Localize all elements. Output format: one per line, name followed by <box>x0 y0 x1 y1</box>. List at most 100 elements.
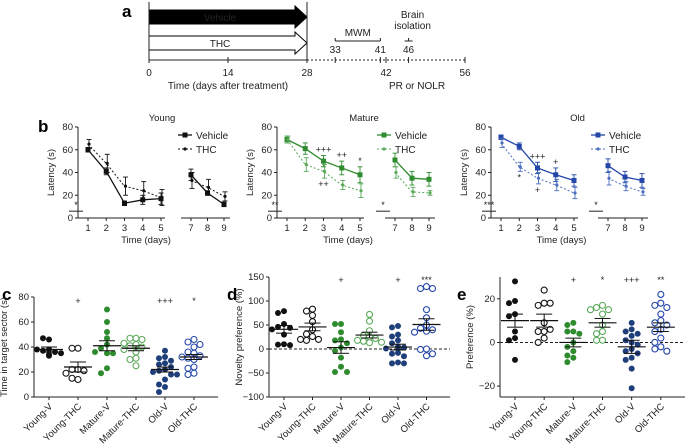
x-tick-label: 7 <box>188 223 193 234</box>
data-point <box>512 278 518 285</box>
data-point <box>132 362 140 370</box>
legend-marker <box>182 132 188 138</box>
panel-label-d: d <box>227 285 237 304</box>
data-point <box>628 385 635 392</box>
data-point-thc <box>304 162 308 167</box>
x-tick-label: 3 <box>535 223 540 234</box>
data-point <box>168 357 174 364</box>
significance-mark: ** <box>657 275 665 285</box>
data-point <box>570 328 577 335</box>
y-tick-label: −50 <box>248 368 264 379</box>
significance-mark: * <box>594 200 598 210</box>
significance-mark: *** <box>484 200 495 210</box>
data-point-thc <box>206 185 211 189</box>
data-point-vehicle <box>221 201 227 207</box>
data-point <box>389 333 395 340</box>
data-point <box>570 319 577 326</box>
x-tick-label: 1 <box>498 223 503 234</box>
data-point <box>338 354 344 361</box>
data-point-vehicle <box>302 146 308 152</box>
data-point <box>506 337 512 344</box>
data-point-vehicle <box>622 174 628 180</box>
data-point <box>338 336 344 343</box>
x-tick-label: Old-V <box>146 401 171 426</box>
data-point-vehicle <box>357 172 363 178</box>
brain-isolation-label-1: Brain <box>401 10 424 21</box>
data-point-vehicle <box>409 175 415 181</box>
data-point-thc <box>411 190 415 194</box>
y-tick-label: 60 <box>261 145 272 156</box>
x-tick-label: 5 <box>571 223 576 234</box>
panel-label-a: a <box>122 2 132 21</box>
data-point <box>275 341 281 348</box>
data-point <box>40 347 46 354</box>
data-point-vehicle <box>85 147 91 153</box>
data-point <box>663 303 671 312</box>
panel-label-e: e <box>457 285 466 304</box>
data-point-thc <box>394 170 398 175</box>
y-tick-label: 40 <box>62 168 73 179</box>
y-axis-label: Latency (s) <box>245 149 256 196</box>
data-point <box>62 369 70 377</box>
data-point <box>628 319 635 326</box>
y-tick-label: 80 <box>261 122 272 133</box>
data-point <box>281 341 287 348</box>
data-point-thc <box>536 176 541 180</box>
significance-mark: + <box>571 275 576 285</box>
data-point <box>308 311 317 319</box>
data-point-vehicle <box>639 177 645 183</box>
data-point-thc <box>500 141 504 145</box>
data-point <box>184 354 192 362</box>
significance-mark: * <box>381 200 385 210</box>
legend-marker <box>183 147 187 151</box>
data-point <box>126 355 134 364</box>
data-point <box>162 347 168 354</box>
data-point <box>592 336 601 344</box>
data-point <box>540 334 548 342</box>
x-tick-label: 2 <box>104 223 109 234</box>
data-point <box>74 375 82 384</box>
data-point <box>365 310 374 318</box>
data-point-thc <box>518 165 522 169</box>
data-point <box>395 359 401 366</box>
data-point <box>592 303 601 312</box>
x-tick-label: 1 <box>85 223 90 234</box>
legend-label-vehicle: Vehicle <box>196 131 229 142</box>
data-point <box>80 367 88 375</box>
data-point <box>190 363 198 371</box>
timeline-tick-label: 56 <box>459 68 471 79</box>
data-point <box>540 327 548 336</box>
data-point-vehicle <box>188 172 194 178</box>
data-point <box>104 350 110 357</box>
data-point-vehicle <box>571 177 577 183</box>
data-point-thc <box>607 176 611 180</box>
x-tick-label: 7 <box>605 223 610 234</box>
data-point <box>196 352 204 360</box>
data-point <box>428 350 437 358</box>
data-point <box>586 306 595 314</box>
data-point <box>395 331 401 338</box>
y-tick-label: 80 <box>475 122 486 133</box>
data-point-vehicle <box>122 200 127 206</box>
data-point <box>540 286 548 294</box>
data-point <box>598 327 607 336</box>
y-tick-label: 0 <box>24 392 29 403</box>
data-point <box>156 355 162 362</box>
data-point-thc <box>359 189 363 193</box>
data-point <box>628 332 635 339</box>
data-point <box>512 356 518 363</box>
significance-mark: ++ <box>318 179 329 189</box>
data-point <box>570 348 577 355</box>
line-chart-old: 0 20 40 60 80 Latency (s) 1 2 3 4 5 7 8 9 Time (days) O… <box>459 113 648 246</box>
data-point <box>546 325 554 333</box>
data-point <box>389 324 395 331</box>
y-tick-label: 0 <box>481 213 486 224</box>
mwm-label: MWM <box>345 28 371 39</box>
x-tick-label: Old-THC <box>166 401 200 435</box>
x-tick-label: Old-THC <box>633 401 667 435</box>
legend-label-vehicle: Vehicle <box>395 131 428 142</box>
data-point <box>422 345 431 353</box>
timeline-xlabel: Time (days after treatment) <box>168 81 288 92</box>
data-point <box>359 337 368 345</box>
data-point <box>162 360 168 367</box>
